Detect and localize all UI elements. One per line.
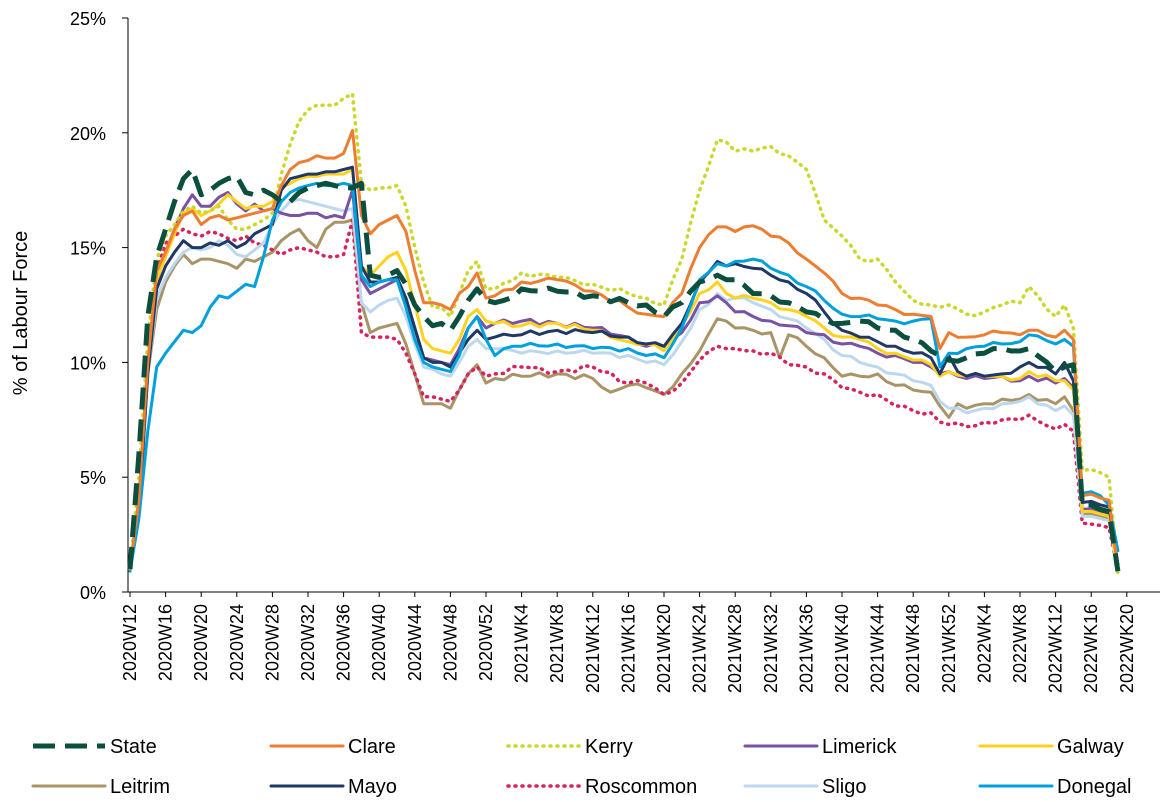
legend-label-limerick: Limerick	[822, 736, 897, 758]
x-tick-label: 2022WK16	[1081, 604, 1101, 693]
x-tick-label: 2021WK20	[654, 604, 674, 693]
legend-label-kerry: Kerry	[585, 736, 633, 758]
y-tick-label: 10%	[70, 353, 106, 373]
x-tick-label: 2020W44	[405, 604, 425, 681]
series-line-mayo	[128, 165, 1120, 571]
x-tick-label: 2020W40	[369, 604, 389, 681]
x-tick-label: 2020W52	[476, 604, 496, 681]
y-axis: 0% 5% 10% 15% 20% 25%	[70, 9, 129, 603]
series-line-kerry	[128, 92, 1120, 576]
series-line-donegal	[128, 181, 1120, 573]
x-tick-label: 2021WK12	[583, 604, 603, 693]
legend-label-donegal: Donegal	[1057, 776, 1132, 798]
x-tick-label: 2020W20	[191, 604, 211, 681]
y-tick-label: 0%	[80, 583, 106, 603]
series-line-galway	[128, 168, 1120, 573]
x-tick-label: 2020W32	[298, 604, 318, 681]
legend-label-leitrim: Leitrim	[110, 776, 170, 798]
y-tick-label: 20%	[70, 124, 106, 144]
x-tick-label: 2021WK4	[512, 604, 532, 683]
x-tick-label: 2020W12	[120, 604, 140, 681]
legend-label-clare: Clare	[348, 736, 396, 758]
x-tick-label: 2021WK8	[547, 604, 567, 683]
x-tick-label: 2022WK8	[1010, 604, 1030, 683]
series-line-clare	[128, 129, 1120, 571]
legend-label-sligo: Sligo	[822, 776, 866, 798]
series-line-leitrim	[128, 218, 1120, 571]
legend-label-mayo: Mayo	[348, 776, 397, 798]
legend: State Clare Kerry Limerick Galway Leitrim Mayo…	[31, 736, 1132, 798]
y-tick-label: 15%	[70, 239, 106, 259]
x-axis: 2020W12 2020W16 2020W20 2020W24 2020W28 2020W…	[120, 591, 1160, 693]
x-tick-label: 2021WK48	[903, 604, 923, 693]
x-tick-label: 2021WK40	[832, 604, 852, 693]
x-tick-label: 2021WK32	[761, 604, 781, 693]
y-tick-label: 25%	[70, 9, 106, 29]
series-line-roscommon	[128, 218, 1120, 571]
x-tick-label: 2020W24	[227, 604, 247, 681]
series-line-state	[127, 167, 1121, 572]
legend-label-state: State	[110, 736, 157, 758]
x-tick-label: 2021WK44	[868, 604, 888, 693]
x-tick-label: 2021WK24	[690, 604, 710, 693]
x-tick-label: 2020W28	[262, 604, 282, 681]
x-tick-label: 2022WK20	[1117, 604, 1137, 693]
x-tick-label: 2020W16	[156, 604, 176, 681]
x-tick-label: 2021WK52	[939, 604, 959, 693]
legend-label-roscommon: Roscommon	[585, 776, 697, 798]
y-axis-label: % of Labour Force	[10, 231, 32, 396]
x-tick-label: 2021WK36	[796, 604, 816, 693]
x-tick-label: 2021WK28	[725, 604, 745, 693]
x-tick-label: 2022WK12	[1046, 604, 1066, 693]
x-tick-label: 2022WK4	[974, 604, 994, 683]
series-line-sligo	[128, 197, 1120, 573]
x-tick-label: 2020W48	[440, 604, 460, 681]
x-tick-label: 2020W36	[334, 604, 354, 681]
legend-label-galway: Galway	[1057, 736, 1124, 758]
y-tick-label: 5%	[80, 468, 106, 488]
x-tick-label: 2021WK16	[618, 604, 638, 693]
series-layer	[127, 92, 1121, 576]
